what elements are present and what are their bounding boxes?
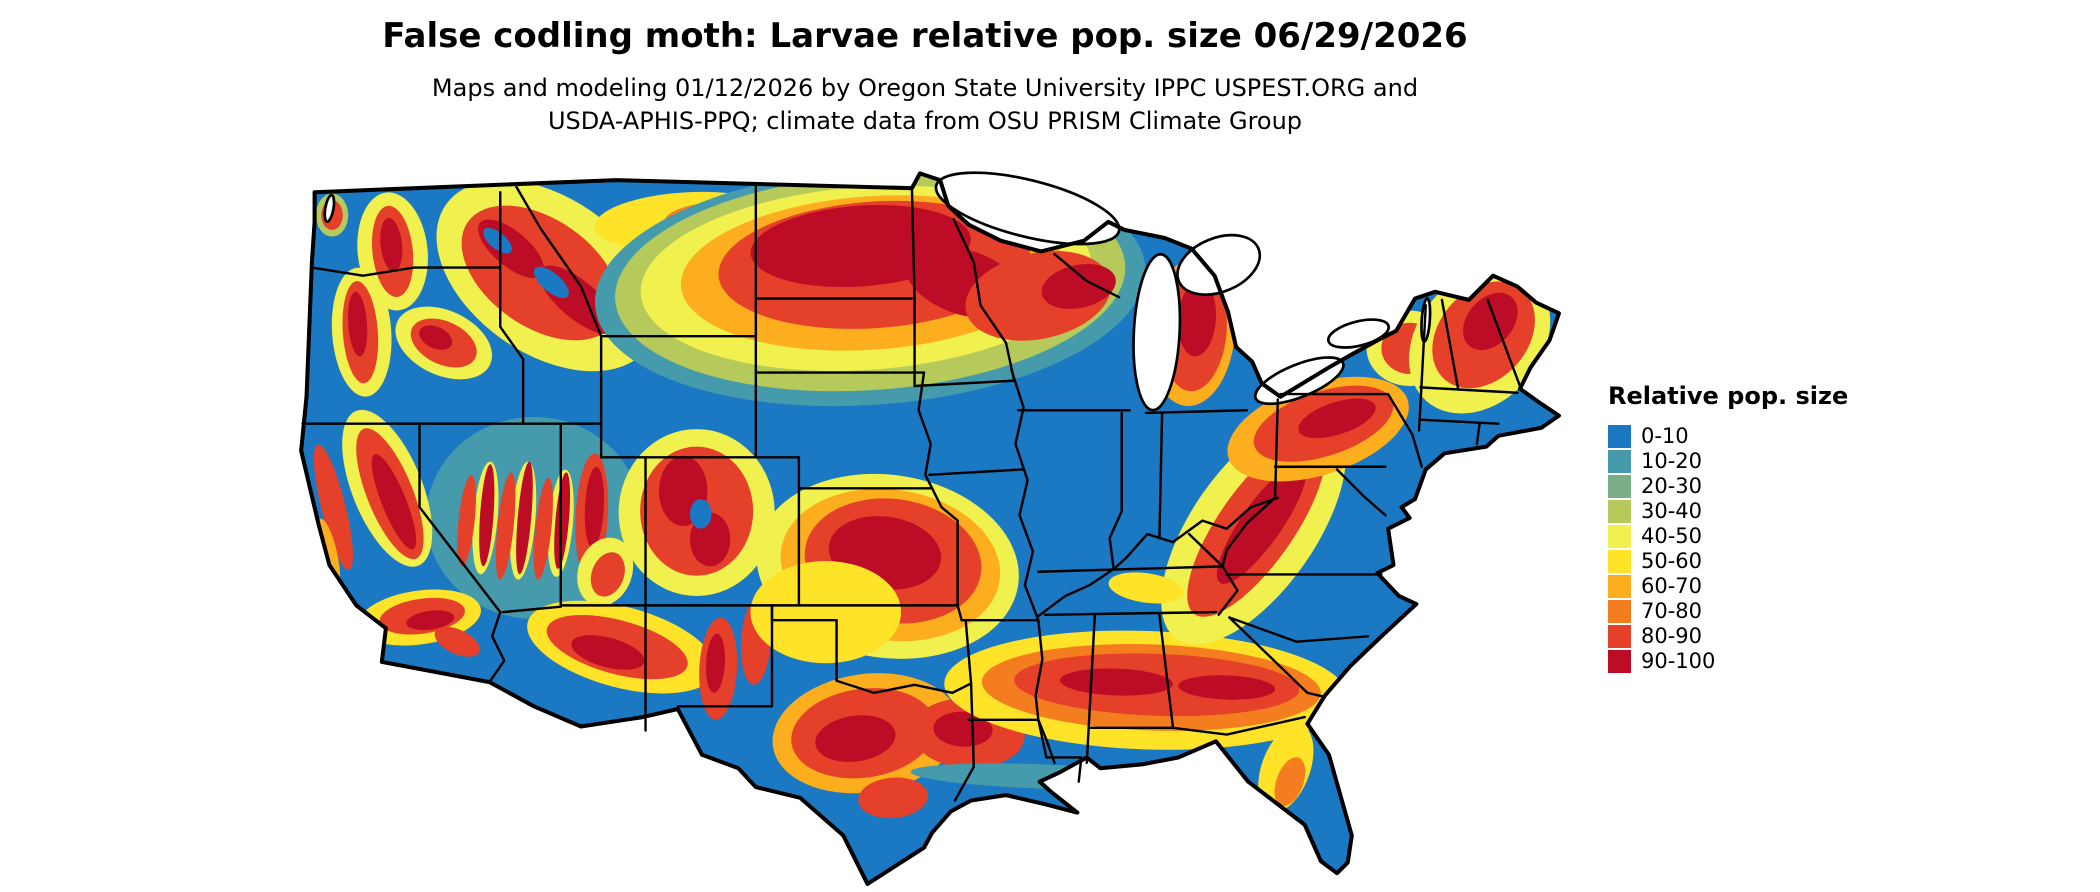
legend-item: 30-40 — [1608, 499, 1928, 524]
legend: Relative pop. size 0-10 10-20 20-30 30-4… — [1608, 382, 1928, 674]
legend-label: 20-30 — [1641, 474, 1703, 498]
legend-item: 0-10 — [1608, 424, 1928, 449]
legend-title: Relative pop. size — [1608, 382, 1849, 410]
legend-item: 50-60 — [1608, 549, 1928, 574]
legend-label: 50-60 — [1641, 549, 1703, 573]
page-title: False codling moth: Larvae relative pop.… — [382, 16, 1468, 56]
page-subtitle: Maps and modeling 01/12/2026 by Oregon S… — [0, 72, 1850, 138]
lake-michigan — [1132, 252, 1182, 412]
us-heatmap-svg — [285, 168, 1563, 888]
legend-item: 80-90 — [1608, 624, 1928, 649]
legend-item: 20-30 — [1608, 474, 1928, 499]
legend-item: 60-70 — [1608, 574, 1928, 599]
legend-swatch — [1608, 575, 1631, 598]
legend-swatch — [1608, 525, 1631, 548]
legend-swatch — [1608, 550, 1631, 573]
legend-label: 80-90 — [1641, 624, 1703, 648]
subtitle-line-1: Maps and modeling 01/12/2026 by Oregon S… — [431, 74, 1419, 102]
us-population-heatmap — [285, 168, 1563, 888]
legend-swatch — [1608, 600, 1631, 623]
legend-swatch — [1608, 500, 1631, 523]
legend-label: 40-50 — [1641, 524, 1703, 548]
legend-swatch — [1608, 625, 1631, 648]
legend-swatch — [1608, 650, 1631, 673]
legend-item: 90-100 — [1608, 649, 1928, 674]
legend-label: 0-10 — [1641, 424, 1689, 448]
lake-huron — [1176, 233, 1262, 296]
legend-label: 30-40 — [1641, 499, 1703, 523]
legend-item: 70-80 — [1608, 599, 1928, 624]
legend-label: 70-80 — [1641, 599, 1703, 623]
legend-item: 40-50 — [1608, 524, 1928, 549]
legend-swatch — [1608, 450, 1631, 473]
legend-label: 60-70 — [1641, 574, 1703, 598]
subtitle-line-2: USDA-APHIS-PPQ; climate data from OSU PR… — [547, 107, 1303, 135]
legend-item: 10-20 — [1608, 449, 1928, 474]
state-borders — [301, 185, 1522, 802]
legend-label: 10-20 — [1641, 449, 1703, 473]
legend-swatch — [1608, 475, 1631, 498]
legend-swatch — [1608, 425, 1631, 448]
legend-label: 90-100 — [1641, 649, 1716, 673]
header: False codling moth: Larvae relative pop.… — [0, 14, 1850, 138]
lake-superior — [934, 171, 1121, 246]
great-lakes — [323, 171, 1432, 412]
puget-sound — [323, 193, 336, 223]
